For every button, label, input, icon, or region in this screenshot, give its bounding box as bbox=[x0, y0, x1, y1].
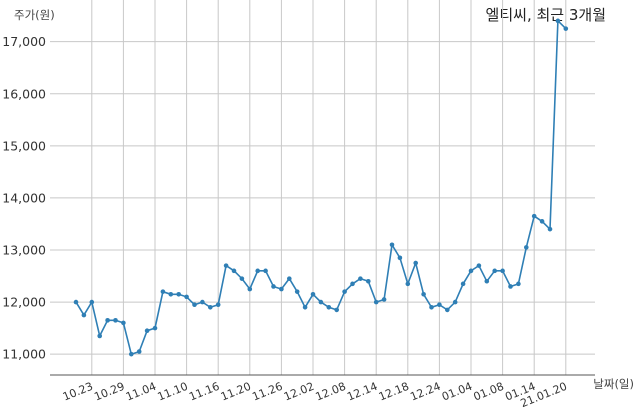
data-point bbox=[176, 291, 181, 297]
data-point bbox=[563, 26, 569, 31]
data-point bbox=[144, 328, 150, 334]
data-point bbox=[239, 276, 245, 281]
data-point bbox=[208, 304, 213, 310]
data-point bbox=[500, 268, 505, 274]
data-point bbox=[136, 349, 142, 354]
data-point bbox=[413, 260, 419, 266]
data-point bbox=[366, 278, 371, 284]
y-tick-labels: 11,000 12,000 13,000 14,000 15,000 16,000 17,0… bbox=[2, 34, 46, 362]
x-tick-label: 12.18 bbox=[377, 380, 411, 404]
data-point bbox=[381, 297, 387, 302]
data-point bbox=[255, 268, 260, 274]
x-gridlines bbox=[91, 0, 567, 375]
data-point bbox=[326, 304, 332, 310]
y-tick-label: 12,000 bbox=[2, 295, 46, 310]
data-point bbox=[105, 318, 110, 323]
y-tick-label: 13,000 bbox=[2, 243, 46, 258]
x-tick-label: 10.23 bbox=[61, 380, 95, 404]
data-point bbox=[223, 263, 229, 268]
data-point bbox=[539, 219, 545, 224]
data-point bbox=[192, 302, 197, 307]
data-point bbox=[350, 281, 355, 287]
x-tick-label: 11.20 bbox=[219, 380, 253, 404]
data-point bbox=[421, 291, 426, 297]
data-point bbox=[445, 307, 450, 313]
data-point bbox=[468, 268, 474, 274]
x-tick-label: 10.29 bbox=[92, 380, 126, 404]
y-axis-label: 주가(원) bbox=[14, 8, 55, 22]
y-tick-label: 16,000 bbox=[2, 86, 46, 101]
x-tick-label: 12.14 bbox=[345, 380, 379, 404]
y-tick-label: 14,000 bbox=[2, 190, 46, 205]
y-tick-label: 15,000 bbox=[2, 138, 46, 153]
data-point bbox=[129, 351, 134, 357]
data-point bbox=[263, 268, 268, 274]
data-point bbox=[437, 302, 442, 307]
data-point bbox=[247, 286, 253, 292]
data-point bbox=[168, 291, 174, 297]
y-tick-label: 11,000 bbox=[2, 347, 46, 362]
data-point bbox=[294, 289, 300, 294]
data-point bbox=[121, 320, 126, 326]
data-point bbox=[373, 299, 379, 305]
data-point bbox=[73, 299, 79, 305]
data-point bbox=[81, 312, 87, 318]
data-point bbox=[160, 289, 166, 294]
data-point bbox=[318, 299, 324, 305]
data-point bbox=[152, 325, 158, 331]
data-point bbox=[113, 318, 118, 323]
data-point bbox=[429, 304, 434, 310]
y-tick-label: 17,000 bbox=[2, 34, 46, 49]
data-point bbox=[334, 307, 340, 313]
data-point bbox=[287, 276, 292, 281]
x-tick-label: 01.08 bbox=[472, 380, 506, 404]
data-point bbox=[508, 284, 513, 289]
data-point bbox=[492, 268, 498, 274]
data-point bbox=[389, 242, 395, 248]
data-point bbox=[484, 278, 490, 284]
data-point bbox=[547, 226, 553, 232]
chart-title: 엘티씨, 최근 3개월 bbox=[485, 6, 606, 24]
data-point bbox=[460, 281, 466, 287]
y-gridlines bbox=[50, 41, 595, 355]
data-point bbox=[405, 281, 411, 287]
x-tick-label: 12.08 bbox=[314, 380, 348, 404]
x-axis-label: 날짜(일) bbox=[593, 377, 634, 391]
data-point bbox=[215, 302, 221, 307]
data-point bbox=[231, 268, 237, 274]
data-point bbox=[200, 299, 205, 305]
data-point bbox=[89, 299, 95, 305]
x-tick-labels: 10.2310.2911.0411.1011.1611.2011.2612.02… bbox=[61, 380, 569, 410]
data-point bbox=[531, 213, 537, 219]
x-tick-label: 01.04 bbox=[440, 380, 474, 404]
data-point bbox=[342, 289, 347, 294]
data-point bbox=[310, 291, 316, 297]
data-point bbox=[524, 245, 529, 250]
x-tick-label: 11.10 bbox=[156, 380, 190, 404]
data-point bbox=[476, 263, 482, 268]
x-tick-label: 11.04 bbox=[124, 380, 158, 404]
data-point bbox=[555, 18, 561, 24]
x-tick-label: 11.16 bbox=[187, 380, 221, 404]
data-point bbox=[279, 286, 284, 292]
data-point bbox=[184, 294, 189, 300]
price-points bbox=[73, 18, 569, 357]
x-tick-label: 12.24 bbox=[408, 380, 442, 404]
data-point bbox=[358, 276, 363, 281]
data-point bbox=[397, 255, 403, 261]
x-tick-label: 11.26 bbox=[250, 380, 284, 404]
data-point bbox=[452, 299, 458, 305]
x-tick-label: 12.02 bbox=[282, 380, 316, 404]
data-point bbox=[516, 281, 521, 287]
data-point bbox=[271, 284, 276, 289]
data-point bbox=[97, 333, 102, 339]
data-point bbox=[302, 304, 308, 310]
